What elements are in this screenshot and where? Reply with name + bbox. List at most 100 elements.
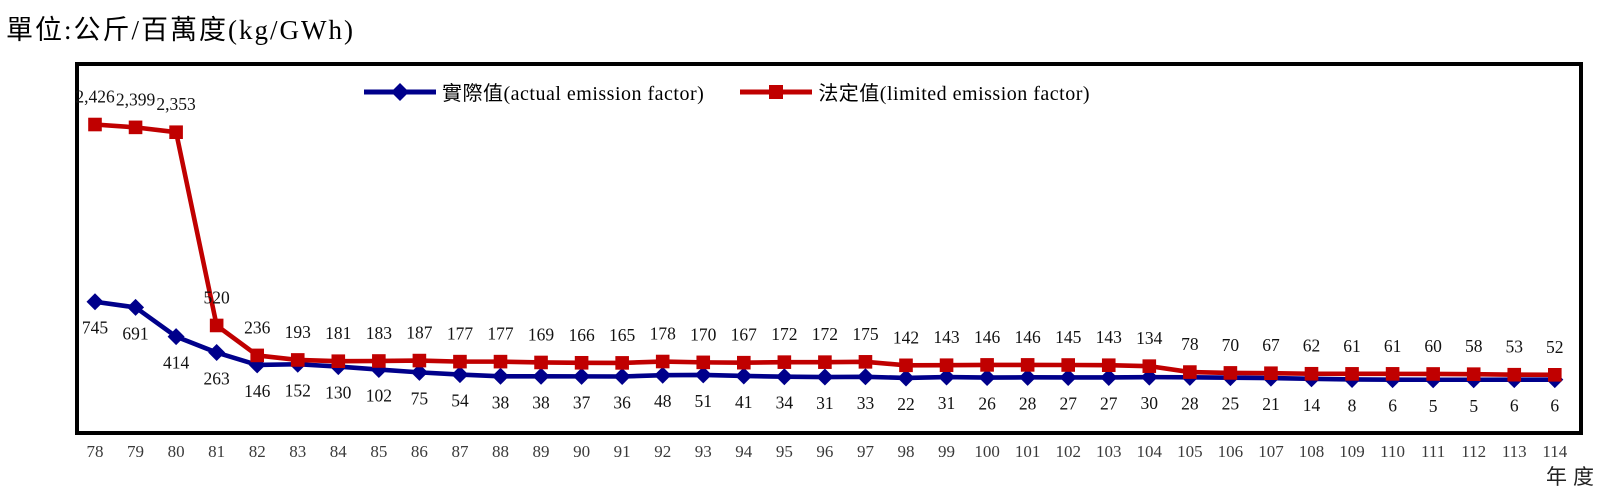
actual-data-label: 30 <box>1141 393 1159 413</box>
x-tick-label: 110 <box>1380 442 1405 461</box>
limited-data-label: 78 <box>1181 334 1199 354</box>
plot-border <box>75 62 1583 435</box>
limited-data-label: 165 <box>609 325 636 345</box>
limited-data-point <box>1345 367 1359 381</box>
limited-data-point <box>1223 366 1238 380</box>
actual-data-label: 54 <box>451 391 469 411</box>
x-tick-label: 101 <box>1015 442 1041 461</box>
limited-data-point <box>1507 367 1522 382</box>
limited-data-label: 181 <box>325 323 351 343</box>
actual-data-label: 41 <box>735 392 753 412</box>
limited-data-label: 143 <box>1096 327 1123 347</box>
actual-data-label: 5 <box>1469 396 1478 416</box>
x-tick-label: 111 <box>1421 442 1445 461</box>
actual-data-label: 28 <box>1181 393 1199 413</box>
x-tick-label: 85 <box>370 442 387 461</box>
limited-series-legend-icon <box>740 84 813 99</box>
x-tick-label: 78 <box>87 442 104 461</box>
actual-data-point <box>1059 368 1077 386</box>
x-tick-label: 114 <box>1542 442 1567 461</box>
actual-data-point <box>816 368 834 386</box>
actual-data-label: 51 <box>695 391 713 411</box>
limited-data-label: 70 <box>1222 335 1240 355</box>
actual-data-label: 36 <box>613 392 631 412</box>
x-tick-label: 94 <box>735 442 753 461</box>
limited-data-label: 172 <box>771 324 797 344</box>
actual-data-label: 27 <box>1100 393 1118 413</box>
limited-data-point <box>899 358 913 373</box>
x-tick-label: 84 <box>330 442 348 461</box>
actual-data-label: 6 <box>1550 396 1559 416</box>
x-tick-label: 102 <box>1055 442 1081 461</box>
x-tick-label: 89 <box>533 442 550 461</box>
limited-data-label: 169 <box>528 324 555 344</box>
limited-data-point <box>1385 367 1400 381</box>
limited-data-point <box>1020 358 1035 372</box>
limited-data-label: 134 <box>1136 328 1163 348</box>
limited-data-point <box>737 355 751 370</box>
x-tick-label: 97 <box>857 442 875 461</box>
x-tick-label: 96 <box>816 442 833 461</box>
actual-data-point <box>127 298 145 316</box>
limited-data-label: 52 <box>1546 337 1564 357</box>
limited-data-label: 145 <box>1055 327 1082 347</box>
actual-data-label: 37 <box>573 392 591 412</box>
limited-data-point <box>534 355 548 370</box>
actual-data-point <box>694 366 712 384</box>
limited-data-point <box>655 354 670 369</box>
actual-data-point <box>410 363 428 381</box>
limited-data-label: 520 <box>204 287 231 307</box>
x-tick-label: 88 <box>492 442 509 461</box>
x-axis-title: 年度 <box>1546 465 1600 489</box>
limited-data-label: 2,426 <box>75 87 115 107</box>
x-tick-label: 113 <box>1502 442 1527 461</box>
limited-data-label: 60 <box>1424 336 1442 356</box>
x-tick-label: 79 <box>127 442 144 461</box>
actual-data-point <box>208 344 226 362</box>
x-tick-label: 83 <box>289 442 306 461</box>
legend-item-limited: 法定值(limited emission factor) <box>738 77 1090 106</box>
x-tick-label: 80 <box>168 442 185 461</box>
actual-data-point <box>654 366 672 384</box>
actual-data-point <box>451 366 469 384</box>
actual-data-label: 31 <box>938 393 956 413</box>
limited-data-label: 67 <box>1262 335 1280 355</box>
limited-data-point <box>696 355 711 370</box>
limited-data-label: 236 <box>244 317 271 337</box>
limited-data-label: 62 <box>1303 336 1321 356</box>
limited-data-label: 146 <box>974 327 1001 347</box>
limited-data-point <box>1061 358 1075 372</box>
limited-data-point <box>980 358 994 372</box>
actual-data-point <box>1100 368 1118 386</box>
limited-data-label: 177 <box>487 324 514 344</box>
limited-data-point <box>209 318 224 333</box>
limited-data-point <box>372 354 386 368</box>
limited-data-label: 61 <box>1384 336 1402 356</box>
actual-data-label: 75 <box>411 388 429 408</box>
x-tick-label: 98 <box>898 442 915 461</box>
limited-data-label: 61 <box>1343 336 1361 356</box>
limited-data-point <box>858 355 873 369</box>
limited-data-point <box>1304 366 1319 381</box>
limited-data-point <box>1101 358 1116 373</box>
limited-data-label: 58 <box>1465 336 1483 356</box>
limited-data-label: 2,353 <box>156 94 196 114</box>
actual-data-label: 33 <box>857 393 875 413</box>
limited-data-point <box>1466 367 1481 381</box>
unit-title: 單位:公斤/百萬度(kg/GWh) <box>6 15 355 45</box>
limited-data-point <box>939 358 954 373</box>
actual-data-label: 48 <box>654 391 672 411</box>
actual-data-label: 745 <box>82 318 109 338</box>
legend-item-actual: 實際值(actual emission factor) <box>362 77 704 106</box>
limited-data-point <box>412 353 427 368</box>
actual-data-label: 34 <box>776 393 794 413</box>
x-tick-label: 100 <box>974 442 1000 461</box>
x-tick-label: 91 <box>614 442 631 461</box>
x-tick-label: 99 <box>938 442 955 461</box>
actual-data-label: 5 <box>1429 396 1438 416</box>
actual-data-label: 263 <box>204 369 231 389</box>
x-tick-label: 106 <box>1218 442 1244 461</box>
x-tick-label: 95 <box>776 442 793 461</box>
actual-data-label: 38 <box>532 392 550 412</box>
